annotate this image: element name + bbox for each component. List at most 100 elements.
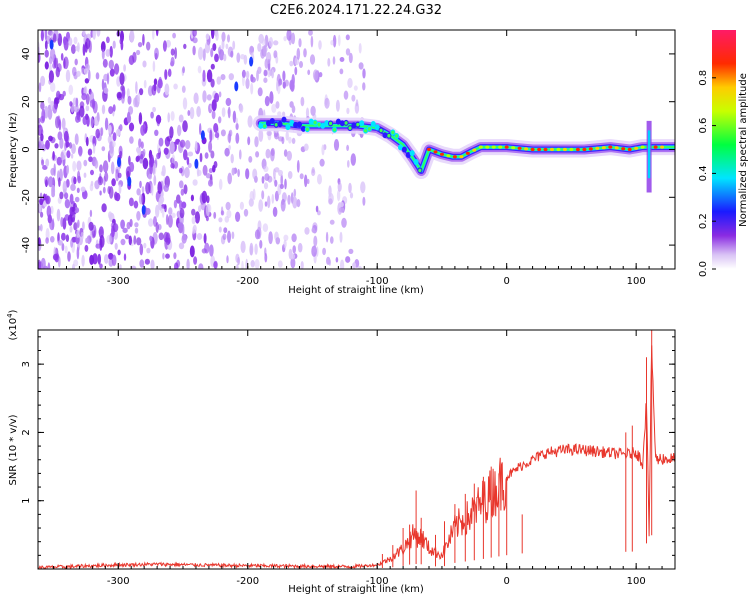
noise-blob	[165, 39, 171, 48]
noise-blob	[339, 231, 343, 243]
noise-blob	[303, 48, 307, 58]
noise-blob	[313, 235, 318, 247]
noise-blob	[116, 91, 122, 99]
noise-blob	[208, 168, 213, 174]
noise-blob	[176, 259, 181, 268]
noise-blob	[205, 33, 210, 40]
noise-blob	[170, 111, 175, 121]
noise-blob	[278, 169, 283, 177]
noise-blob	[213, 123, 219, 133]
noise-blob-blue	[49, 39, 54, 50]
noise-blob	[136, 49, 141, 56]
noise-blob	[60, 216, 64, 228]
noise-blob	[179, 180, 184, 189]
noise-blob	[254, 136, 259, 148]
noise-blob	[223, 227, 228, 234]
snr-y-scale-label: (x104)	[6, 309, 19, 340]
noise-blob	[252, 188, 256, 201]
noise-blob	[254, 243, 258, 255]
noise-blob	[178, 114, 184, 123]
ridge-blob-core	[305, 127, 309, 132]
noise-blob	[210, 78, 215, 88]
noise-blob	[166, 135, 172, 142]
noise-blob	[69, 225, 73, 233]
noise-blob	[40, 211, 44, 218]
noise-blob	[180, 188, 185, 196]
noise-blob	[275, 101, 280, 109]
noise-blob	[263, 182, 269, 190]
x-tick-label: -200	[236, 576, 259, 587]
noise-blob	[294, 66, 298, 76]
noise-blob	[276, 80, 279, 92]
noise-blob	[273, 40, 279, 46]
noise-blob	[79, 105, 85, 118]
noise-blob	[240, 240, 246, 253]
noise-blob	[310, 105, 316, 116]
noise-blob	[248, 198, 254, 207]
noise-blob	[220, 74, 226, 81]
noise-blob	[40, 101, 45, 110]
noise-blob	[258, 33, 265, 44]
noise-blob	[274, 190, 279, 202]
noise-blob	[232, 40, 236, 50]
x-tick-label: 100	[627, 276, 646, 287]
y-tick-label: -20	[21, 189, 32, 205]
noise-blob	[76, 187, 80, 193]
noise-blob	[268, 231, 273, 245]
noise-blob	[114, 242, 118, 250]
noise-blob	[53, 163, 56, 177]
noise-blob	[205, 203, 210, 217]
noise-blob	[296, 47, 301, 60]
noise-blob	[290, 192, 294, 204]
ridge-blob	[324, 120, 330, 127]
noise-blob	[241, 69, 246, 78]
x-tick-label: 0	[503, 276, 509, 287]
noise-blob	[85, 136, 89, 147]
noise-blob	[181, 201, 187, 209]
ridge-blob-core	[329, 121, 333, 126]
noise-blob	[96, 30, 101, 37]
noise-blob	[95, 72, 100, 80]
noise-blob	[168, 207, 173, 216]
noise-blob	[132, 51, 137, 63]
noise-blob	[112, 104, 116, 112]
noise-blob	[119, 72, 125, 86]
noise-blob	[81, 93, 87, 101]
noise-blob	[101, 203, 107, 213]
noise-blob	[171, 212, 176, 218]
noise-blob	[106, 234, 112, 245]
noise-blob	[120, 238, 126, 246]
noise-blob	[117, 172, 122, 179]
noise-blob	[291, 137, 296, 144]
noise-blob	[48, 70, 55, 83]
snr-plot-area	[38, 330, 675, 569]
noise-blob	[73, 36, 78, 45]
noise-blob	[70, 183, 76, 191]
y-tick-label: 2	[21, 429, 32, 435]
noise-blob	[126, 88, 130, 99]
noise-blob	[362, 68, 366, 79]
noise-blob	[167, 214, 173, 228]
noise-blob	[80, 186, 86, 193]
noise-blob	[273, 168, 276, 179]
noise-blob	[317, 210, 321, 216]
noise-blob	[254, 259, 260, 269]
noise-blob	[44, 61, 49, 70]
noise-blob	[225, 97, 232, 107]
noise-blob	[159, 195, 165, 204]
noise-blob	[71, 44, 76, 55]
ridge-core	[524, 147, 529, 151]
noise-blob	[167, 112, 170, 123]
noise-blob	[128, 197, 134, 207]
noise-blob	[57, 240, 63, 246]
noise-blob	[165, 232, 171, 246]
noise-blob	[289, 60, 294, 67]
noise-blob	[123, 253, 127, 261]
noise-blob	[328, 259, 331, 266]
noise-blob	[45, 158, 50, 167]
noise-blob	[288, 248, 293, 260]
noise-blob	[50, 236, 55, 243]
noise-blob	[82, 30, 86, 37]
noise-blob	[84, 78, 90, 84]
noise-blob	[339, 68, 344, 75]
